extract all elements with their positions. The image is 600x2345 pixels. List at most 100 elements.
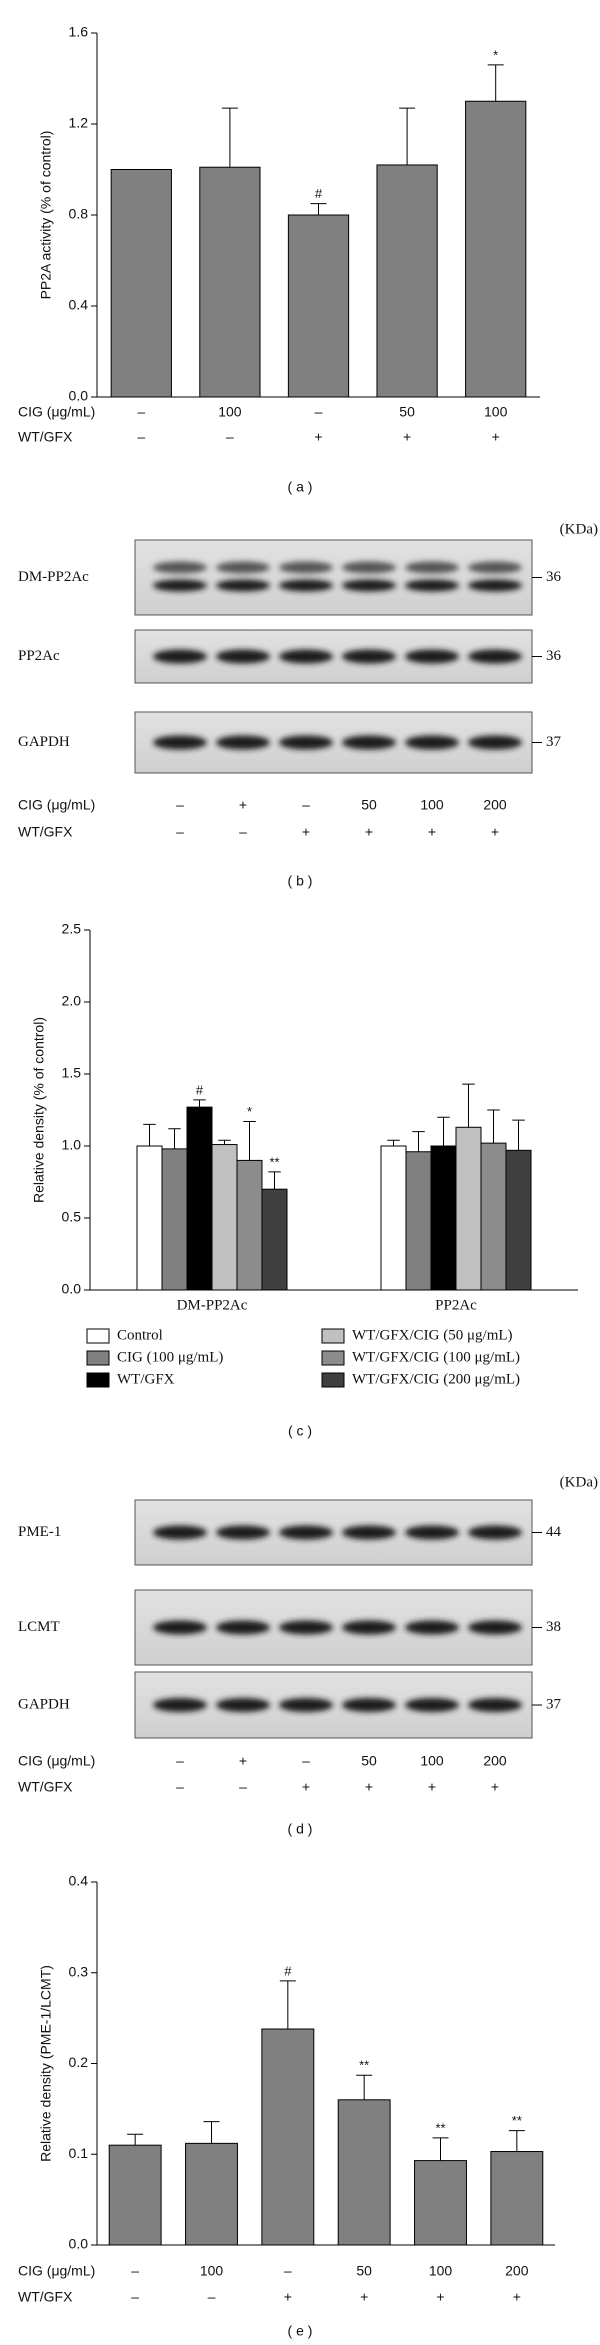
bar <box>337 2099 391 2246</box>
annotation: ** <box>359 2058 369 2073</box>
blot-band <box>405 649 459 664</box>
error-bar <box>437 1116 450 1146</box>
annotation: ** <box>269 1154 279 1169</box>
blot-band <box>342 1525 396 1540</box>
condition-label: WT/GFX <box>18 2289 73 2305</box>
error-bar <box>487 64 504 102</box>
y-tick-label: 1.5 <box>62 1065 82 1081</box>
y-axis-label: Relative density (% of control) <box>31 1017 47 1203</box>
condition-value: + <box>302 1779 310 1795</box>
condition-value: + <box>302 824 310 840</box>
blot-band <box>279 649 333 664</box>
bar <box>455 1126 482 1291</box>
condition-value: 50 <box>361 1753 377 1769</box>
annotation: # <box>284 1963 292 1978</box>
annotation: ** <box>435 2120 445 2135</box>
condition-value: + <box>365 1779 373 1795</box>
blot-band <box>216 1525 270 1540</box>
bar <box>236 1159 263 1291</box>
condition-label: CIG (μg/mL) <box>18 1753 95 1769</box>
condition-value: + <box>428 824 436 840</box>
mw-label: 44 <box>546 1524 562 1540</box>
legend-label: WT/GFX <box>117 1371 175 1387</box>
annotation: # <box>196 1082 204 1097</box>
blot-band <box>279 579 333 592</box>
y-tick-label: 2.0 <box>62 993 82 1009</box>
error-bar <box>268 1171 281 1190</box>
blot-row-label: DM-PP2Ac <box>18 569 89 585</box>
blot-band <box>153 735 207 750</box>
error-bar <box>508 2130 525 2152</box>
condition-value: – <box>176 1779 184 1795</box>
panel-label: ( e ) <box>288 2323 313 2339</box>
condition-value: – <box>137 404 145 420</box>
condition-value: 100 <box>200 2263 224 2279</box>
y-tick-label: 0.0 <box>62 1281 82 1297</box>
condition-value: – <box>239 1779 247 1795</box>
x-tick-label: PP2Ac <box>435 1297 477 1313</box>
blot-band <box>216 735 270 750</box>
panel-label: ( c ) <box>288 1423 312 1439</box>
bar <box>505 1149 532 1291</box>
annotation: * <box>247 1104 252 1119</box>
bar <box>261 2028 315 2246</box>
y-axis-label: Relative density (PME-1/LCMT) <box>38 1965 54 2162</box>
legend-label: Control <box>117 1327 163 1343</box>
error-bar <box>387 1139 400 1146</box>
panel-label: ( a ) <box>288 479 313 495</box>
bar <box>199 166 261 398</box>
error-bar <box>279 1980 296 2030</box>
legend-swatch <box>86 1328 110 1344</box>
blot-band <box>405 1620 459 1635</box>
error-bar <box>462 1083 475 1128</box>
mw-label: 36 <box>546 648 562 664</box>
x-tick-label: DM-PP2Ac <box>177 1297 248 1313</box>
blot-band <box>153 1525 207 1540</box>
y-axis-label: PP2A activity (% of control) <box>38 131 54 300</box>
condition-value: 100 <box>420 1753 444 1769</box>
condition-value: – <box>137 429 145 445</box>
condition-value: – <box>176 1753 184 1769</box>
condition-value: + <box>314 429 322 445</box>
y-tick-label: 0.4 <box>69 297 89 313</box>
condition-value: + <box>491 1779 499 1795</box>
condition-value: 200 <box>483 1753 507 1769</box>
legend-swatch <box>86 1350 110 1366</box>
blot-band <box>342 735 396 750</box>
bar <box>414 2160 467 2246</box>
blot-band <box>153 1698 207 1712</box>
blot-band <box>342 561 396 574</box>
blot-band <box>405 1698 459 1712</box>
blot-band <box>405 1525 459 1540</box>
error-bar <box>487 1109 500 1144</box>
condition-value: + <box>491 824 499 840</box>
condition-value: – <box>302 1753 310 1769</box>
bar <box>430 1145 457 1291</box>
bar <box>185 2142 238 2246</box>
blot-band <box>342 579 396 592</box>
legend-label: WT/GFX/CIG (50 μg/mL) <box>352 1327 513 1343</box>
mw-label: 36 <box>546 569 562 585</box>
condition-value: + <box>239 797 247 813</box>
condition-value: 50 <box>361 797 377 813</box>
condition-value: 200 <box>505 2263 529 2279</box>
blot-band <box>405 561 459 574</box>
legend-label: WT/GFX/CIG (200 μg/mL) <box>352 1371 520 1387</box>
condition-value: + <box>239 1753 247 1769</box>
bar <box>211 1144 238 1291</box>
annotation: # <box>315 186 323 201</box>
blot-band <box>468 735 522 750</box>
condition-value: + <box>436 2289 444 2305</box>
error-bar <box>512 1119 525 1151</box>
condition-value: + <box>403 429 411 445</box>
error-bar <box>432 2137 449 2161</box>
y-tick-label: 0.4 <box>69 1873 89 1889</box>
condition-value: – <box>226 429 234 445</box>
legend-swatch <box>321 1328 345 1344</box>
condition-value: – <box>239 824 247 840</box>
condition-label: WT/GFX <box>18 1779 73 1795</box>
error-bar <box>412 1131 425 1152</box>
bar <box>261 1188 288 1291</box>
condition-value: 200 <box>483 797 507 813</box>
condition-value: + <box>365 824 373 840</box>
